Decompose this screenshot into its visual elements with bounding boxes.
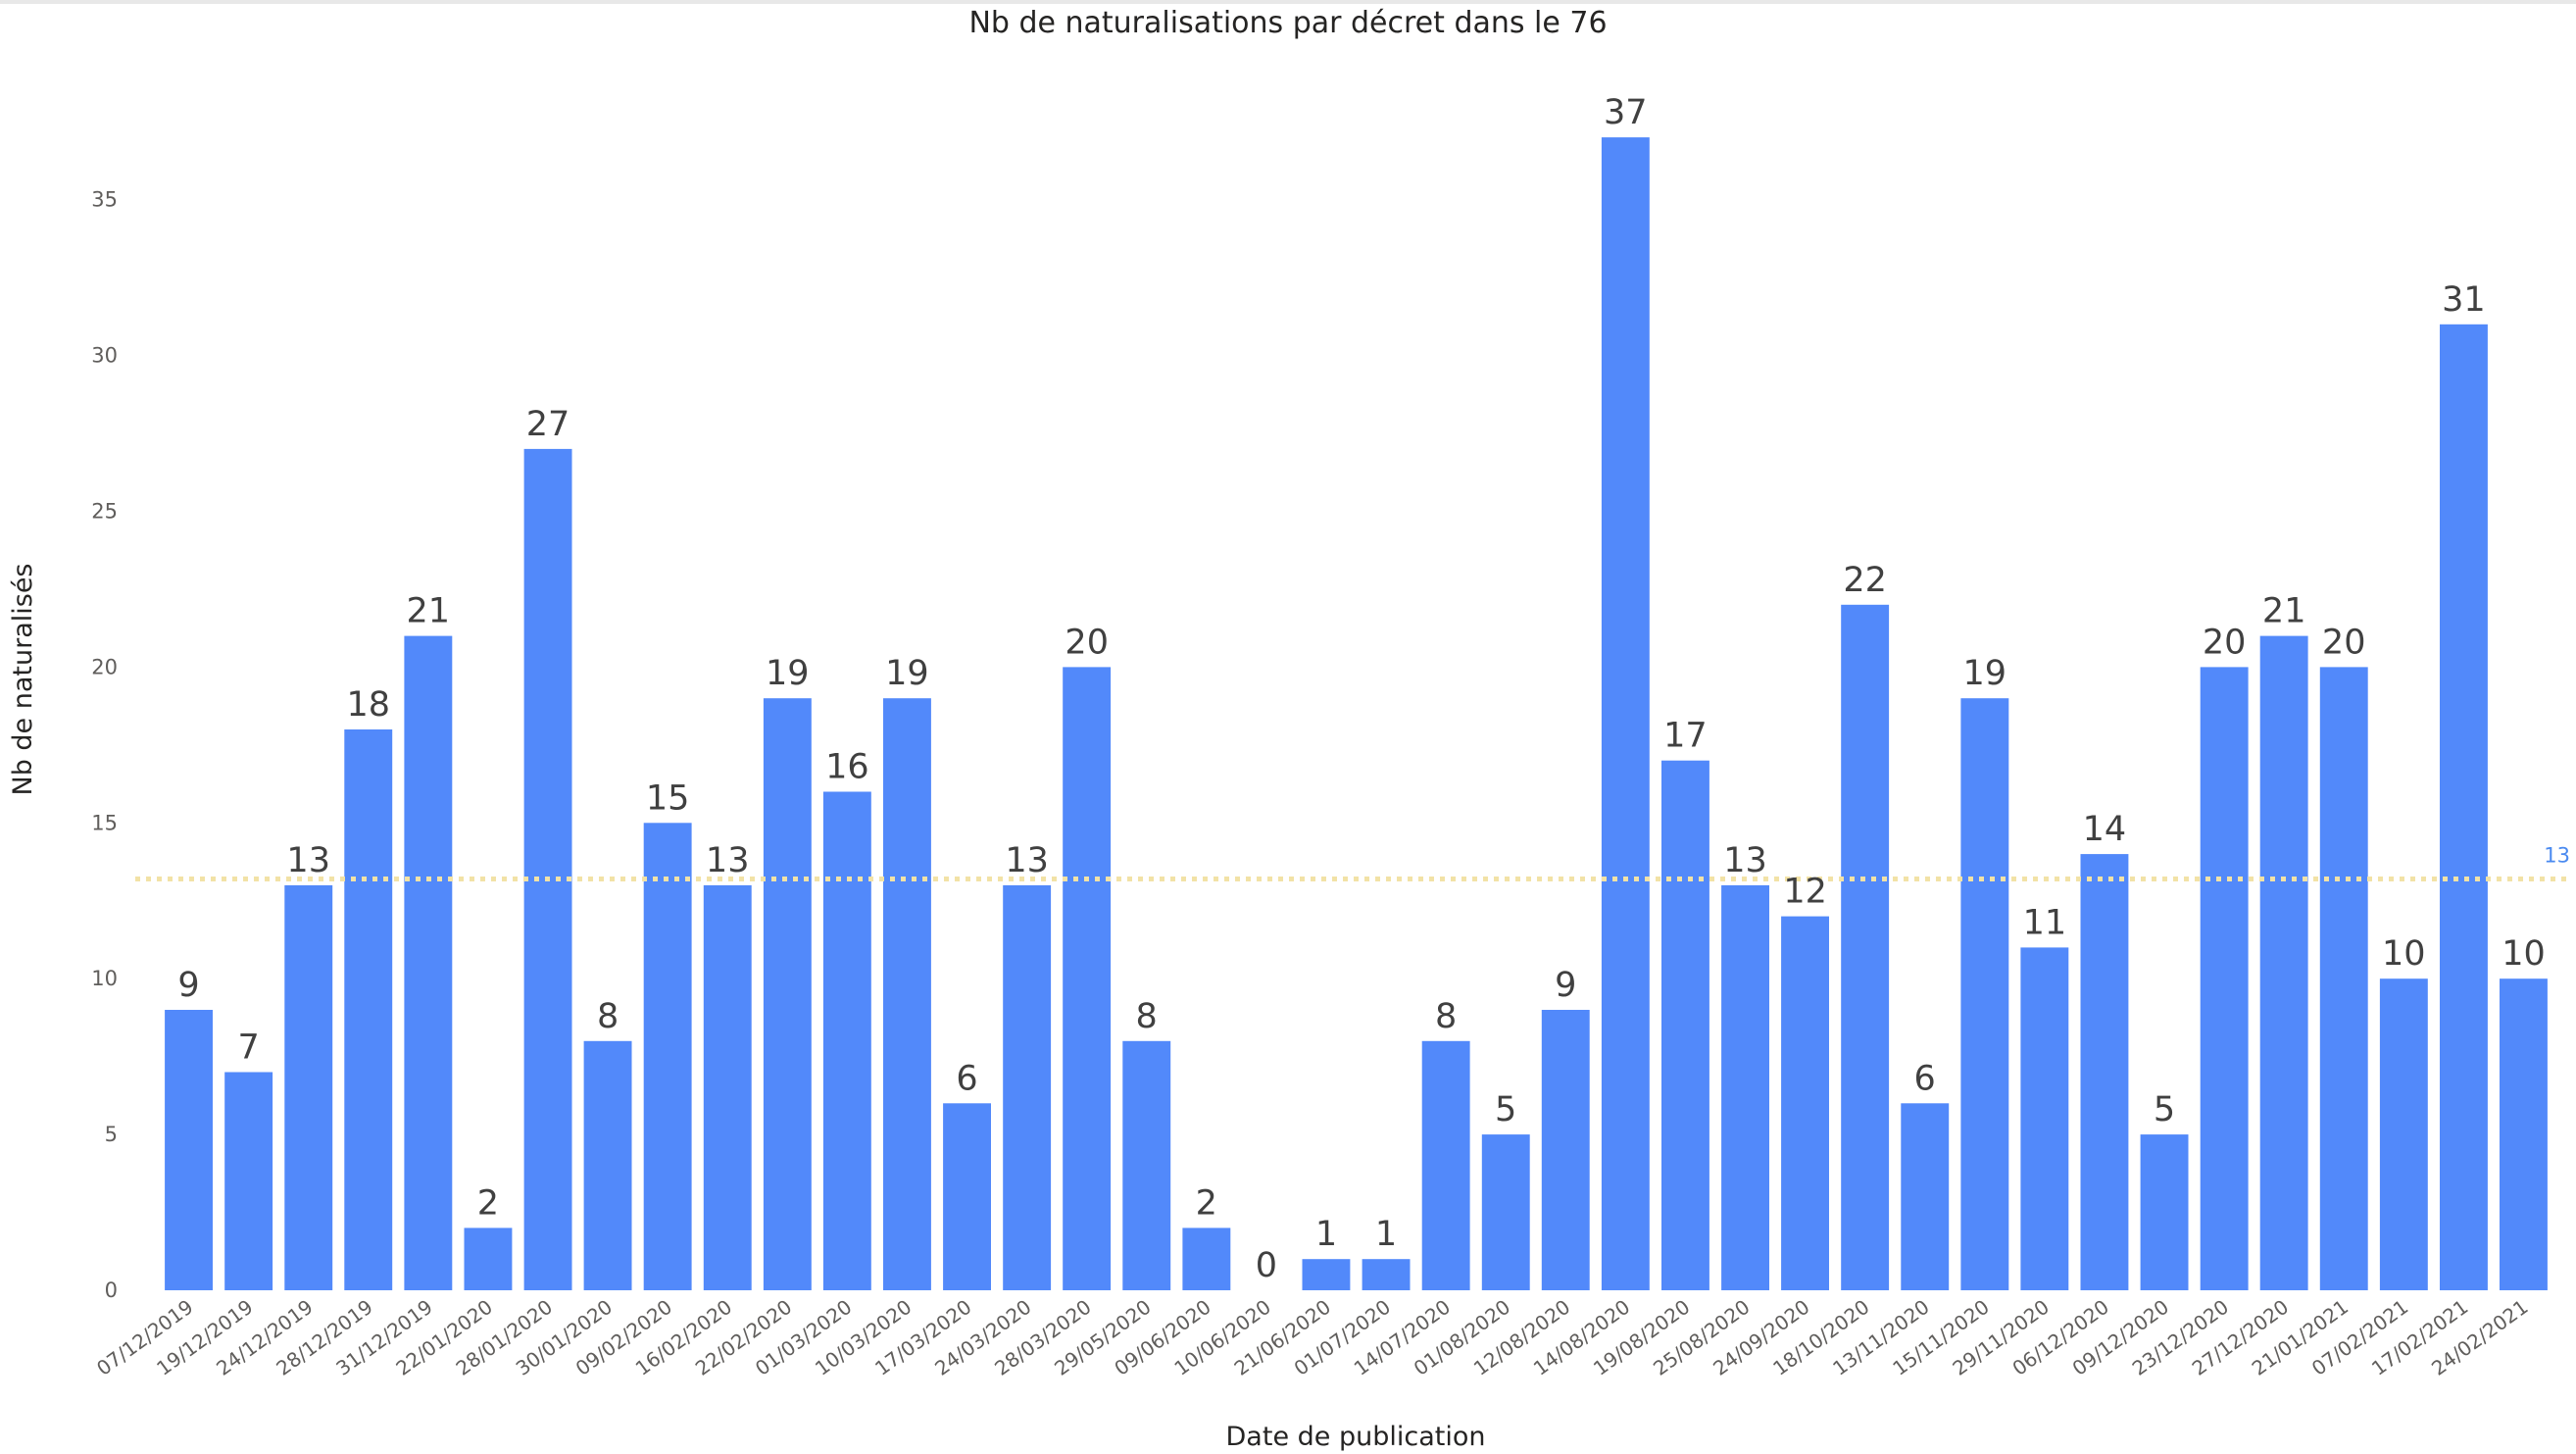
bar[interactable] — [2020, 947, 2069, 1290]
bar[interactable] — [1541, 1010, 1590, 1290]
bar[interactable] — [1122, 1040, 1171, 1290]
data-label: 8 — [597, 997, 619, 1036]
data-label: 37 — [1604, 93, 1648, 132]
bar[interactable] — [1661, 760, 1709, 1290]
bar[interactable] — [583, 1040, 632, 1290]
data-label: 27 — [526, 405, 570, 444]
bar[interactable] — [165, 1010, 213, 1290]
bar[interactable] — [703, 884, 752, 1290]
data-label: 8 — [1435, 997, 1457, 1036]
data-label: 31 — [2442, 280, 2486, 320]
bar[interactable] — [344, 729, 393, 1290]
bar[interactable] — [2379, 978, 2428, 1290]
data-label: 12 — [1783, 873, 1827, 912]
bar[interactable] — [464, 1228, 513, 1290]
data-label: 2 — [1196, 1183, 1217, 1223]
bar[interactable] — [1601, 137, 1650, 1291]
y-tick-label: 25 — [91, 500, 118, 524]
data-label: 16 — [825, 748, 869, 787]
bar[interactable] — [1182, 1228, 1231, 1290]
data-label: 20 — [2203, 623, 2247, 662]
bar[interactable] — [404, 635, 453, 1290]
y-axis-title: Nb de naturalisés — [8, 563, 38, 795]
data-label: 5 — [2154, 1090, 2175, 1129]
average-line-label: 13 — [2544, 844, 2570, 868]
data-label: 2 — [477, 1183, 499, 1223]
data-label: 6 — [1914, 1059, 1936, 1098]
data-label: 7 — [237, 1028, 259, 1068]
bar[interactable] — [1721, 884, 1769, 1290]
data-label: 0 — [1256, 1246, 1277, 1285]
data-label: 15 — [646, 778, 690, 818]
data-label: 1 — [1375, 1215, 1397, 1254]
bar[interactable] — [1003, 884, 1052, 1290]
data-label: 1 — [1315, 1215, 1337, 1254]
data-label: 19 — [766, 654, 810, 693]
bar[interactable] — [763, 698, 812, 1290]
data-label: 10 — [2382, 934, 2426, 974]
x-axis: 07/12/201919/12/201924/12/201928/12/2019… — [92, 1295, 2532, 1380]
data-label: 5 — [1495, 1090, 1516, 1129]
data-label: 10 — [2502, 934, 2546, 974]
bar[interactable] — [1781, 916, 1829, 1290]
bar[interactable] — [822, 791, 871, 1291]
y-tick-label: 20 — [91, 655, 118, 678]
bars[interactable] — [165, 137, 2548, 1291]
bar[interactable] — [643, 823, 692, 1290]
bar[interactable] — [284, 884, 333, 1290]
data-label: 21 — [2262, 592, 2306, 631]
y-tick-label: 10 — [91, 967, 118, 990]
bar[interactable] — [883, 698, 931, 1290]
data-label: 6 — [956, 1059, 977, 1098]
bar[interactable] — [1063, 667, 1112, 1290]
data-label: 18 — [347, 685, 391, 725]
bar[interactable] — [2200, 667, 2249, 1290]
bar[interactable] — [1481, 1134, 1530, 1290]
data-label: 13 — [1005, 841, 1049, 880]
data-label: 21 — [407, 592, 451, 631]
y-tick-label: 15 — [91, 811, 118, 834]
y-tick-label: 0 — [105, 1279, 118, 1302]
data-label: 8 — [1136, 997, 1158, 1036]
bar[interactable] — [224, 1072, 273, 1291]
data-label: 9 — [1555, 966, 1576, 1005]
data-label: 19 — [885, 654, 929, 693]
data-label: 19 — [1963, 654, 2007, 693]
bar[interactable] — [943, 1103, 991, 1290]
y-tick-label: 35 — [91, 188, 118, 212]
data-label: 11 — [2023, 903, 2067, 942]
bar[interactable] — [1901, 1103, 1950, 1290]
bar[interactable] — [2319, 667, 2368, 1290]
data-label: 9 — [177, 966, 199, 1005]
bar[interactable] — [1302, 1259, 1351, 1290]
bar[interactable] — [2259, 635, 2308, 1290]
average-line-group: 13 — [135, 844, 2571, 881]
x-axis-title: Date de publication — [1226, 1422, 1486, 1452]
data-label: 17 — [1663, 717, 1708, 756]
data-label: 13 — [1723, 841, 1767, 880]
bar[interactable] — [1421, 1040, 1470, 1290]
bar[interactable] — [2140, 1134, 2189, 1290]
bar[interactable] — [2500, 978, 2548, 1290]
data-label: 22 — [1843, 561, 1887, 600]
y-tick-label: 5 — [105, 1123, 118, 1146]
data-label: 14 — [2083, 810, 2127, 849]
y-axis: 0 5 10 15 20 25 30 35 — [91, 188, 118, 1302]
bar[interactable] — [2440, 324, 2488, 1290]
chart-title: Nb de naturalisations par décret dans le… — [968, 6, 1607, 40]
bar[interactable] — [1960, 698, 2009, 1290]
data-label: 20 — [1065, 623, 1109, 662]
y-tick-label: 30 — [91, 344, 118, 368]
bar[interactable] — [1841, 604, 1890, 1290]
bar[interactable] — [523, 448, 572, 1290]
data-label: 20 — [2322, 623, 2366, 662]
bar[interactable] — [1362, 1259, 1411, 1290]
top-border — [0, 0, 2576, 4]
bar[interactable] — [2080, 854, 2129, 1290]
data-label: 13 — [286, 841, 330, 880]
data-label: 13 — [706, 841, 750, 880]
